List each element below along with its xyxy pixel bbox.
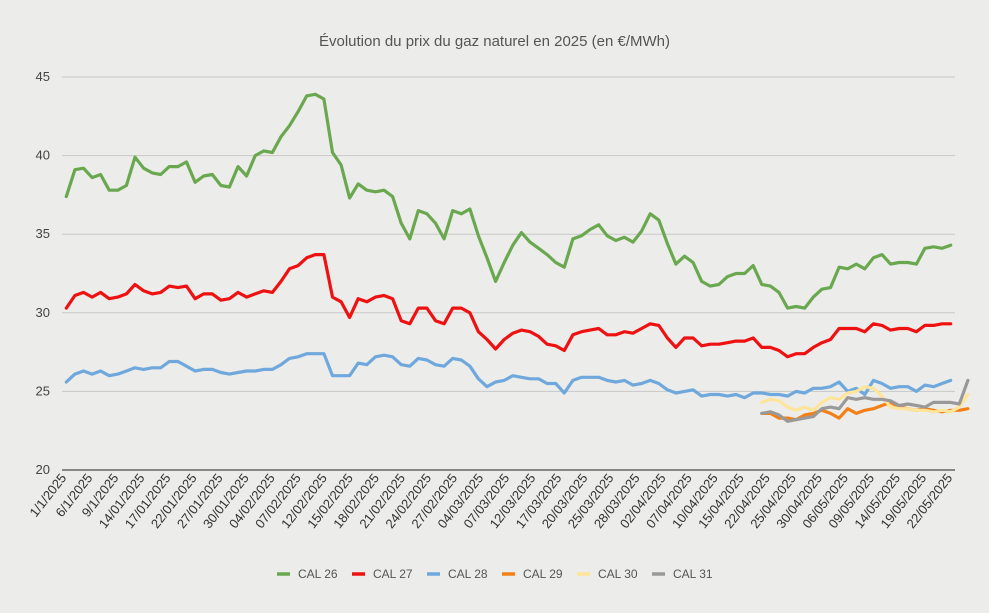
- legend-item: CAL 28: [427, 567, 488, 581]
- y-tick-label: 35: [36, 226, 50, 241]
- x-axis: 1/1/20256/1/20259/1/202514/01/202517/01/…: [26, 471, 955, 532]
- y-tick-label: 45: [36, 69, 50, 84]
- legend-label: CAL 28: [448, 567, 488, 581]
- legend-item: CAL 31: [652, 567, 713, 581]
- legend-item: CAL 29: [502, 567, 563, 581]
- legend: CAL 26 CAL 27 CAL 28 CAL 29 CAL 30 CAL 31: [277, 567, 713, 581]
- y-tick-label: 20: [36, 462, 50, 477]
- legend-item: CAL 26: [277, 567, 338, 581]
- y-tick-label: 40: [36, 148, 50, 163]
- series-line-cal-30: [760, 385, 970, 414]
- legend-label: CAL 27: [373, 567, 413, 581]
- y-axis-ticks: 20 25 30 35 40 45: [36, 69, 50, 477]
- legend-item: CAL 27: [352, 567, 413, 581]
- legend-label: CAL 30: [598, 567, 638, 581]
- y-tick-label: 25: [36, 383, 50, 398]
- legend-label: CAL 29: [523, 567, 563, 581]
- y-tick-label: 30: [36, 305, 50, 320]
- series-line-cal-31: [760, 378, 970, 423]
- legend-label: CAL 31: [673, 567, 713, 581]
- series-line-cal-26: [64, 92, 953, 310]
- series-line-cal-27: [64, 253, 953, 359]
- series-line-cal-28: [64, 352, 953, 400]
- chart-title: Évolution du prix du gaz naturel en 2025…: [319, 33, 670, 50]
- gridlines: [62, 76, 955, 471]
- legend-item: CAL 30: [577, 567, 638, 581]
- legend-label: CAL 26: [298, 567, 338, 581]
- series-lines: [64, 92, 970, 423]
